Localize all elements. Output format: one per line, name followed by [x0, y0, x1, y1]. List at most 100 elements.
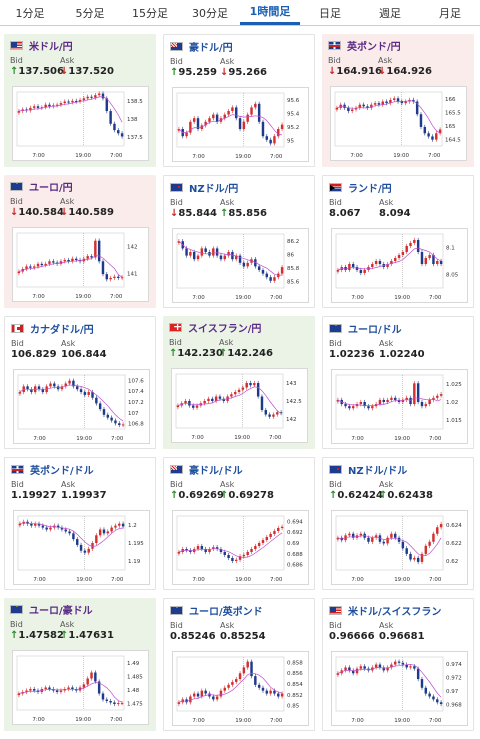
candle-body	[378, 399, 382, 405]
ask-label: Ask	[60, 56, 75, 65]
candle-body	[246, 661, 249, 668]
pair-title[interactable]: ユーロ/ドル	[329, 321, 402, 336]
candle-body	[188, 401, 191, 406]
currency-card[interactable]: ランド/円 Bid Ask 8.067 8.094 8.1 8.05 7:00 19:00 7:0…	[322, 175, 474, 308]
candle-body	[405, 246, 408, 252]
ask-value: ↑1.47631	[60, 630, 114, 641]
pair-title[interactable]: NZドル/円	[170, 180, 238, 195]
currency-card[interactable]: ユーロ/ドル Bid Ask 1.02236 1.02240 1.025 1.02 1.015…	[322, 316, 474, 449]
plot-frame	[334, 91, 443, 147]
currency-card[interactable]: スイスフラン/円BidAsk↑142.230↑142.246143142.514…	[163, 316, 315, 449]
ask-value: 0.85254	[220, 631, 266, 642]
candle-body	[254, 546, 257, 549]
currency-card[interactable]: NZドル/ドル Bid Ask ↑0.62424 ↑0.62438 0.624 0.622 0…	[322, 457, 474, 590]
candle-body	[212, 547, 215, 549]
pair-title[interactable]: 豪ドル/ドル	[170, 462, 243, 477]
price-chart[interactable]: 8.1 8.05 7:00 19:00 7:00	[331, 228, 468, 303]
ask-value: ↑0.69278	[220, 490, 274, 501]
currency-card[interactable]: 豪ドル/円 Bid Ask ↑95.259 ↓95.266 95.6 95.4 95.2 95 7…	[163, 34, 315, 167]
tab-timeframe[interactable]: 15分足	[132, 6, 168, 20]
price-chart[interactable]: 1.025 1.02 1.015 7:00 19:00 7:00	[331, 369, 468, 444]
pair-title[interactable]: NZドル/ドル	[329, 462, 407, 477]
currency-card[interactable]: ユーロ/円BidAsk↓140.584↓140.5891421417:0019:…	[4, 175, 156, 308]
pair-title[interactable]: ユーロ/豪ドル	[10, 602, 93, 617]
tab-timeframe[interactable]: 1分足	[15, 6, 45, 20]
tab-timeframe[interactable]: 月足	[439, 6, 461, 20]
y-tick-label: 0.968	[446, 702, 462, 708]
pair-title[interactable]: 豪ドル/円	[170, 39, 233, 54]
candle-body	[378, 535, 382, 542]
y-tick-label: 95.4	[287, 111, 300, 117]
currency-card[interactable]: ユーロ/豪ドルBidAsk↑1.47582↑1.476311.491.4851.…	[4, 598, 156, 731]
pair-title[interactable]: カナダドル/円	[11, 321, 94, 336]
price-chart[interactable]: 0.694 0.692 0.69 0.688 0.686 7:00 19:00 7:00	[172, 510, 309, 585]
candle-body	[52, 261, 55, 263]
price-chart[interactable]: 1.2 1.195 1.19 7:00 19:00 7:00	[13, 510, 150, 585]
y-tick-label: 1.195	[128, 541, 144, 547]
price-chart[interactable]: 1.49 1.485 1.48 1.475 7:00 19:00 7:00	[12, 650, 149, 725]
candle-body	[277, 528, 280, 531]
y-tick-label: 0.624	[446, 523, 462, 529]
candle-body	[117, 130, 120, 134]
pair-title[interactable]: ランド/円	[329, 180, 392, 195]
pair-title[interactable]: スイスフラン/円	[169, 320, 261, 335]
candle-body	[214, 396, 218, 401]
candle-body	[269, 139, 272, 144]
candle-body	[280, 526, 284, 528]
candle-body	[71, 258, 74, 262]
currency-card[interactable]: 豪ドル/ドル Bid Ask ↑0.69269 ↑0.69278 0.694 0.692 0.…	[163, 457, 315, 590]
candle-body	[86, 96, 89, 99]
price-chart[interactable]: 86.2 86 85.8 85.6 7:00 19:00 7:00	[172, 228, 309, 303]
currency-card[interactable]: 英ポンド/円 Bid Ask ↓164.916 ↓164.926 166 165.5 165 1…	[322, 34, 474, 167]
candle-body	[120, 277, 124, 279]
y-tick-label: 1.49	[127, 661, 140, 667]
candle-body	[257, 103, 261, 122]
pair-title[interactable]: 米ドル/円	[10, 38, 73, 53]
candle-body	[97, 240, 101, 262]
y-tick-label: 1.02	[446, 400, 458, 406]
candle-body	[439, 702, 443, 705]
currency-card[interactable]: 米ドル/円 Bid Ask ↑137.506 ↓137.520 138.5 138 137.5…	[4, 34, 156, 167]
candle-body	[397, 537, 401, 542]
candle-body	[371, 264, 374, 267]
candle-body	[72, 533, 75, 540]
price-chart[interactable]: 0.858 0.856 0.854 0.852 0.85 7:00 19:00 7:00	[172, 651, 309, 726]
tab-timeframe[interactable]: 日足	[319, 6, 341, 20]
price-chart[interactable]: 0.624 0.622 0.62 7:00 19:00 7:00	[331, 510, 468, 585]
currency-card[interactable]: NZドル/円 Bid Ask ↓85.844 ↑85.856 86.2 86 85.8 85.6…	[163, 175, 315, 308]
price-chart[interactable]: 138.5 138 137.5 7:00 19:00 7:00	[12, 86, 149, 161]
y-tick-label: 0.686	[287, 563, 303, 569]
tab-timeframe[interactable]: 1時間足	[240, 0, 300, 25]
price-chart[interactable]: 107.6 107.4 107.2 107 106.8 7:00 19:00 7:00	[13, 369, 150, 444]
candle-body	[231, 681, 234, 685]
currency-card[interactable]: 英ポンド/ドル Bid Ask 1.19927 1.19937 1.2 1.195 1.19 7…	[4, 457, 156, 590]
plot-frame	[17, 374, 126, 430]
candle-body	[249, 383, 252, 386]
ask-number: 142.246	[227, 348, 273, 359]
ask-label: Ask	[379, 480, 394, 489]
candle-body	[409, 397, 412, 405]
currency-card[interactable]: カナダドル/円 Bid Ask 106.829 106.844 107.6 107.4 107…	[4, 316, 156, 449]
pair-title[interactable]: ユーロ/英ポンド	[170, 603, 263, 618]
bid-number: 0.85246	[170, 631, 216, 642]
currency-card[interactable]: 米ドル/スイスフラン Bid Ask 0.96666 0.96681 0.974 0.972…	[322, 598, 474, 731]
pair-title[interactable]: 米ドル/スイスフラン	[329, 603, 441, 618]
price-chart[interactable]: 0.974 0.972 0.97 0.968 7:00 19:00 7:00	[331, 651, 468, 726]
x-tick-label: 19:00	[76, 436, 92, 442]
candlestick-chart: 0.974 0.972 0.97 0.968 7:00 19:00 7:00	[335, 656, 462, 724]
price-chart[interactable]: 166 165.5 165 164.5 7:00 19:00 7:00	[330, 86, 467, 161]
gb-flag-icon	[328, 40, 341, 50]
candle-body	[366, 106, 369, 108]
tab-timeframe[interactable]: 5分足	[75, 6, 105, 20]
candle-body	[269, 277, 272, 281]
currency-card[interactable]: ユーロ/英ポンドBidAsk0.852460.852540.8580.8560.…	[163, 598, 315, 731]
pair-title[interactable]: 英ポンド/ドル	[11, 462, 94, 477]
price-chart[interactable]: 143 142.5 142 7:00 19:00 7:00	[171, 368, 308, 443]
pair-title[interactable]: 英ポンド/円	[328, 38, 401, 53]
tab-timeframe[interactable]: 30分足	[192, 6, 228, 20]
price-chart[interactable]: 142 141 7:00 19:00 7:00	[12, 227, 149, 302]
tab-timeframe[interactable]: 週足	[379, 6, 401, 20]
price-chart[interactable]: 95.6 95.4 95.2 95 7:00 19:00 7:00	[172, 87, 309, 162]
x-tick-label: 7:00	[429, 718, 442, 724]
pair-title[interactable]: ユーロ/円	[10, 179, 73, 194]
